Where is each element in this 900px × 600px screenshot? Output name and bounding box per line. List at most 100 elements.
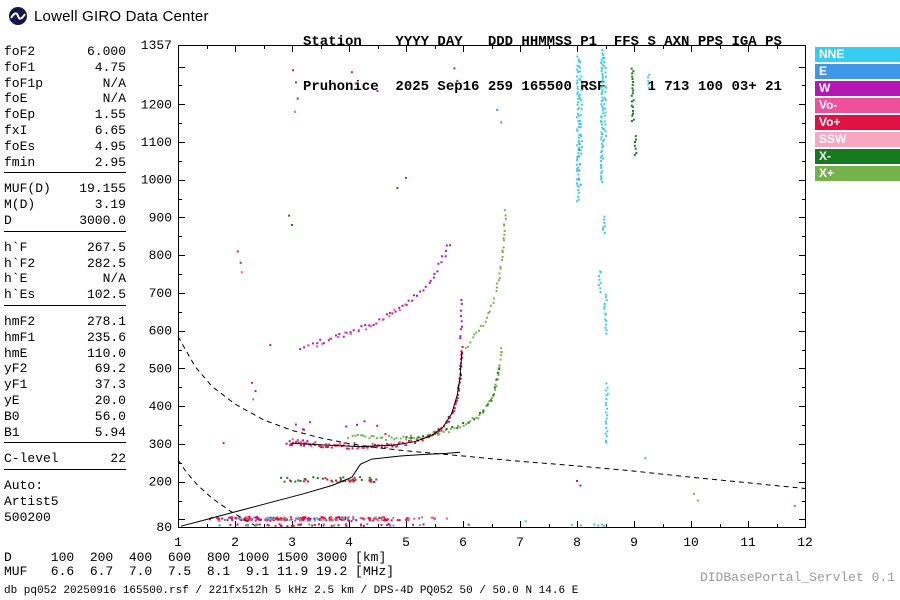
param-row-fof1p: foF1p N/A bbox=[4, 76, 126, 92]
param-row-fof1: foF1 4.75 bbox=[4, 60, 126, 76]
svg-text:2: 2 bbox=[231, 535, 239, 550]
svg-text:1000: 1000 bbox=[141, 173, 172, 188]
svg-text:1200: 1200 bbox=[141, 97, 172, 112]
param-row-clevel: C-level 22 bbox=[4, 451, 126, 467]
param-row-b0: B0 56.0 bbox=[4, 409, 126, 425]
param-label: h`F2 bbox=[4, 255, 36, 271]
param-value: 69.2 bbox=[94, 361, 126, 377]
param-label: B0 bbox=[4, 408, 20, 424]
param-value: N/A bbox=[102, 75, 126, 91]
param-value: 282.5 bbox=[86, 255, 126, 271]
svg-text:12: 12 bbox=[797, 535, 813, 550]
auto-label: Auto: bbox=[4, 478, 44, 494]
param-label: B1 bbox=[4, 424, 20, 440]
svg-text:10: 10 bbox=[683, 535, 699, 550]
param-group: foF2 6.000 foF1 4.75 foF1p N/A foE N/A foEp 1.55 f… bbox=[4, 44, 126, 174]
param-value: 6.65 bbox=[94, 122, 126, 138]
param-row-hes: h`Es 102.5 bbox=[4, 287, 126, 303]
param-row-ye: yE 20.0 bbox=[4, 393, 126, 409]
param-value: 4.75 bbox=[94, 59, 126, 75]
param-label: fxI bbox=[4, 122, 28, 138]
param-label: M(D) bbox=[4, 197, 36, 213]
svg-text:1100: 1100 bbox=[141, 135, 172, 150]
param-row-foep: foEp 1.55 bbox=[4, 107, 126, 123]
param-value: 1.55 bbox=[94, 107, 126, 123]
svg-text:6: 6 bbox=[459, 535, 467, 550]
legend-item-x: X- bbox=[815, 149, 900, 164]
svg-text:1: 1 bbox=[174, 535, 182, 550]
dmuf-muf-row: MUF 6.6 6.7 7.0 7.5 8.1 9.1 11.9 19.2 [M… bbox=[4, 564, 395, 579]
record-status-line: db pq052 20250916 165500.rsf / 221fx512h… bbox=[4, 585, 579, 597]
param-row-fof2: foF2 6.000 bbox=[4, 44, 126, 60]
svg-text:3: 3 bbox=[288, 535, 296, 550]
brand-title: Lowell GIRO Data Center bbox=[34, 7, 209, 25]
param-label: foEp bbox=[4, 107, 36, 123]
dmuf-table: D 100 200 400 600 800 1000 1500 3000 [km… bbox=[4, 551, 394, 579]
param-value: 235.6 bbox=[86, 329, 126, 345]
param-label: h`E bbox=[4, 271, 28, 287]
svg-text:800: 800 bbox=[149, 248, 172, 263]
param-row-yf1: yF1 37.3 bbox=[4, 377, 126, 393]
param-value: 37.3 bbox=[94, 377, 126, 393]
svg-text:11: 11 bbox=[740, 535, 756, 550]
auto-program: Artist5 bbox=[4, 493, 59, 509]
param-value: N/A bbox=[102, 91, 126, 107]
legend-item-w: W bbox=[815, 81, 900, 96]
param-label: foE bbox=[4, 91, 28, 107]
param-row-d: D 3000.0 bbox=[4, 213, 126, 229]
param-label: hmF1 bbox=[4, 329, 36, 345]
lowell-logo-icon bbox=[9, 7, 27, 25]
param-label: C-level bbox=[4, 451, 59, 467]
svg-text:200: 200 bbox=[149, 475, 172, 490]
svg-text:1357: 1357 bbox=[141, 38, 172, 53]
param-row-fxi: fxI 6.65 bbox=[4, 123, 126, 139]
param-row-fmin: fmin 2.95 bbox=[4, 155, 126, 171]
legend-item-ssw: SSW bbox=[815, 132, 900, 147]
param-value: 5.94 bbox=[94, 424, 126, 440]
svg-text:5: 5 bbox=[402, 535, 410, 550]
direction-legend: NNE E W Vo- Vo+ SSW X- X+ bbox=[815, 47, 900, 183]
param-row-foes: foEs 4.95 bbox=[4, 139, 126, 155]
param-label: h`F bbox=[4, 239, 28, 255]
param-group: h`F 267.5 h`F2 282.5 h`E N/A h`Es 102.5 bbox=[4, 240, 126, 306]
param-row-b1: B1 5.94 bbox=[4, 425, 126, 441]
auto-version: 500200 bbox=[4, 509, 51, 525]
param-row-he: h`E N/A bbox=[4, 271, 126, 287]
param-label: foF1p bbox=[4, 75, 44, 91]
param-label: foF1 bbox=[4, 59, 36, 75]
param-label: yF1 bbox=[4, 377, 28, 393]
legend-item-e: E bbox=[815, 64, 900, 79]
svg-text:7: 7 bbox=[516, 535, 524, 550]
svg-text:8: 8 bbox=[573, 535, 581, 550]
param-label: hmF2 bbox=[4, 313, 36, 329]
legend-item-x: X+ bbox=[815, 166, 900, 181]
param-row-foe: foE N/A bbox=[4, 91, 126, 107]
param-value: 3.19 bbox=[94, 197, 126, 213]
station-header-values: Pruhonice 2025 Sep16 259 165500 RSF 1 71… bbox=[303, 79, 782, 95]
param-row-hmf2: hmF2 278.1 bbox=[4, 314, 126, 330]
param-value: 3000.0 bbox=[79, 212, 126, 228]
param-value: 22 bbox=[110, 451, 126, 467]
legend-item-vo: Vo- bbox=[815, 98, 900, 113]
param-groups: foF2 6.000 foF1 4.75 foF1p N/A foE N/A foEp 1.55 f… bbox=[4, 44, 126, 471]
param-row-hf: h`F 267.5 bbox=[4, 240, 126, 256]
svg-text:80: 80 bbox=[156, 520, 172, 535]
param-value: 278.1 bbox=[86, 313, 126, 329]
autoscaling-block: Auto: Artist5 500200 bbox=[4, 478, 126, 525]
param-group: hmF2 278.1 hmF1 235.6 hmE 110.0 yF2 69.2 yF1 37.3… bbox=[4, 314, 126, 444]
brand: Lowell GIRO Data Center bbox=[8, 6, 209, 26]
param-value: N/A bbox=[102, 271, 126, 287]
param-label: MUF(D) bbox=[4, 181, 51, 197]
param-value: 6.000 bbox=[86, 44, 126, 59]
svg-text:300: 300 bbox=[149, 437, 172, 452]
param-value: 267.5 bbox=[86, 239, 126, 255]
param-value: 110.0 bbox=[86, 345, 126, 361]
param-label: D bbox=[4, 212, 12, 228]
param-value: 102.5 bbox=[86, 287, 126, 303]
servlet-version-label: DIDBasePortal_Servlet 0.1 bbox=[699, 570, 895, 585]
svg-text:4: 4 bbox=[345, 535, 353, 550]
param-value: 20.0 bbox=[94, 392, 126, 408]
svg-text:500: 500 bbox=[149, 361, 172, 376]
param-label: yE bbox=[4, 392, 20, 408]
